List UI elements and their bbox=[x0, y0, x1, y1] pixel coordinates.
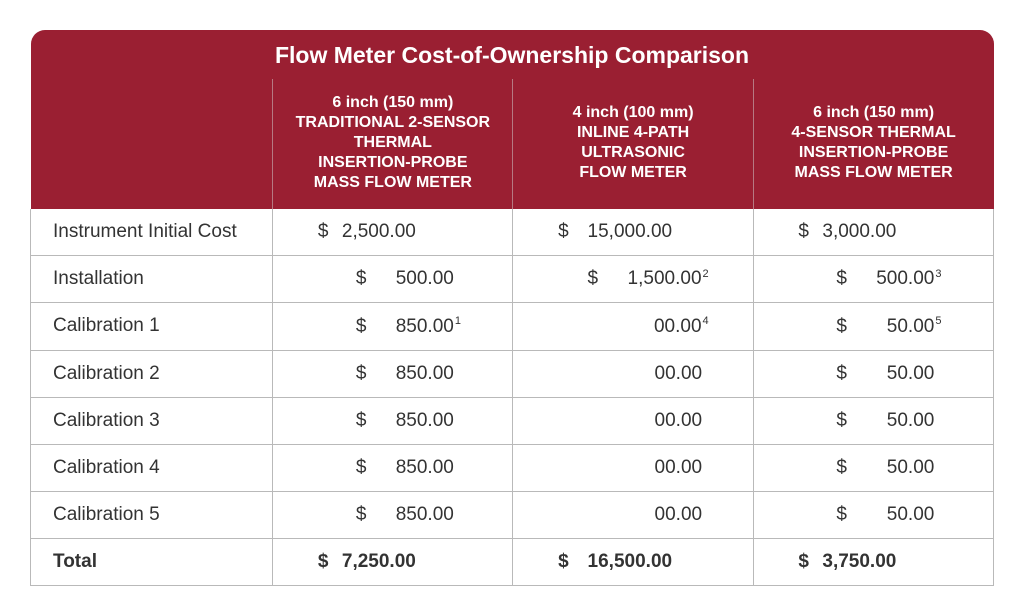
value-cell: 00.00 bbox=[513, 397, 753, 444]
value-cell: $2,500.00 bbox=[273, 209, 513, 256]
table-row: Calibration 2$850.0000.00$50.00 bbox=[31, 350, 994, 397]
cost-comparison-table: Flow Meter Cost-of-Ownership Comparison … bbox=[30, 30, 994, 586]
total-value: $7,250.00 bbox=[273, 538, 513, 585]
row-label: Calibration 3 bbox=[31, 397, 273, 444]
row-label: Calibration 1 bbox=[31, 303, 273, 350]
table-row: Instrument Initial Cost$2,500.00$15,000.… bbox=[31, 209, 994, 256]
value-cell: $500.00 bbox=[273, 256, 513, 303]
column-header-1: 6 inch (150 mm)TRADITIONAL 2-SENSORTHERM… bbox=[273, 79, 513, 209]
value-cell: $850.00 bbox=[273, 444, 513, 491]
table-title: Flow Meter Cost-of-Ownership Comparison bbox=[31, 30, 994, 79]
value-cell: $850.001 bbox=[273, 303, 513, 350]
column-header-2: 4 inch (100 mm)INLINE 4-PATHULTRASONICFL… bbox=[513, 79, 753, 209]
column-header-3: 6 inch (150 mm)4-SENSOR THERMALINSERTION… bbox=[753, 79, 993, 209]
value-cell: $1,500.002 bbox=[513, 256, 753, 303]
value-cell: 00.00 bbox=[513, 444, 753, 491]
value-cell: $50.00 bbox=[753, 350, 993, 397]
table-row: Installation$500.00$1,500.002$500.003 bbox=[31, 256, 994, 303]
value-cell: 00.004 bbox=[513, 303, 753, 350]
row-label: Installation bbox=[31, 256, 273, 303]
total-label: Total bbox=[31, 538, 273, 585]
table-row: Calibration 1$850.00100.004$50.005 bbox=[31, 303, 994, 350]
value-cell: $850.00 bbox=[273, 491, 513, 538]
row-label: Calibration 4 bbox=[31, 444, 273, 491]
header-empty bbox=[31, 79, 273, 209]
row-label: Instrument Initial Cost bbox=[31, 209, 273, 256]
total-row: Total$7,250.00$16,500.00$3,750.00 bbox=[31, 538, 994, 585]
value-cell: $50.00 bbox=[753, 397, 993, 444]
table-row: Calibration 3$850.0000.00$50.00 bbox=[31, 397, 994, 444]
value-cell: $50.005 bbox=[753, 303, 993, 350]
total-value: $16,500.00 bbox=[513, 538, 753, 585]
value-cell: $15,000.00 bbox=[513, 209, 753, 256]
row-label: Calibration 5 bbox=[31, 491, 273, 538]
table-row: Calibration 4$850.0000.00$50.00 bbox=[31, 444, 994, 491]
value-cell: 00.00 bbox=[513, 350, 753, 397]
value-cell: $50.00 bbox=[753, 444, 993, 491]
value-cell: $850.00 bbox=[273, 350, 513, 397]
total-value: $3,750.00 bbox=[753, 538, 993, 585]
value-cell: $3,000.00 bbox=[753, 209, 993, 256]
value-cell: $500.003 bbox=[753, 256, 993, 303]
value-cell: 00.00 bbox=[513, 491, 753, 538]
table-row: Calibration 5$850.0000.00$50.00 bbox=[31, 491, 994, 538]
row-label: Calibration 2 bbox=[31, 350, 273, 397]
value-cell: $850.00 bbox=[273, 397, 513, 444]
value-cell: $50.00 bbox=[753, 491, 993, 538]
